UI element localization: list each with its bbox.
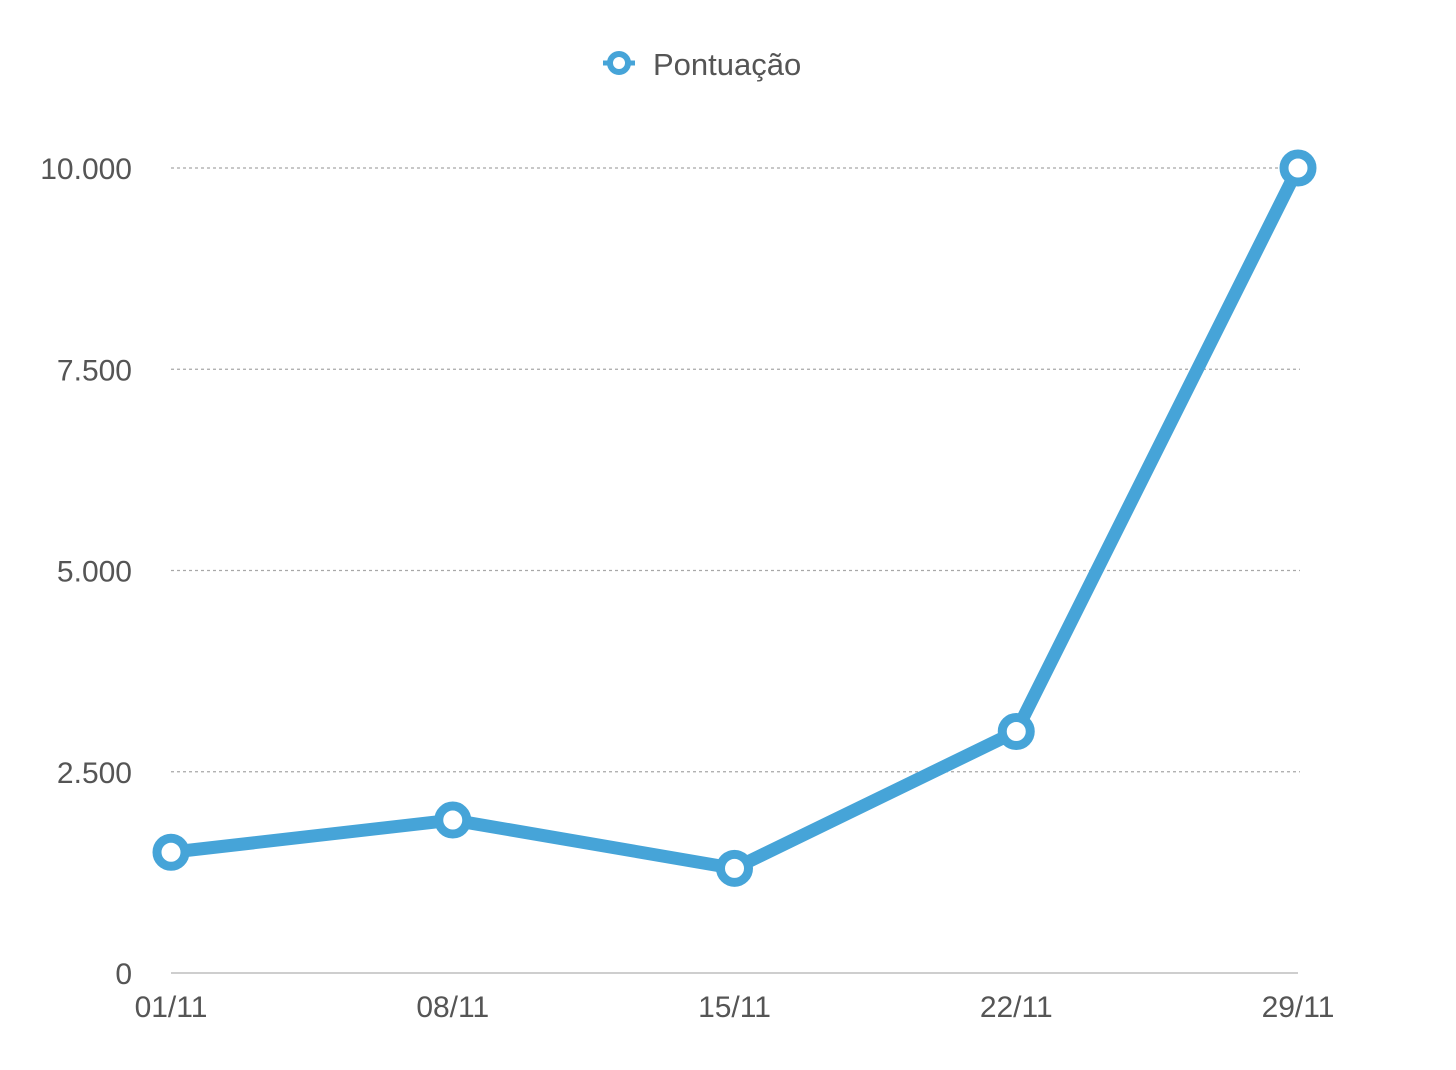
series-group bbox=[152, 149, 1317, 887]
x-tick-label: 08/11 bbox=[416, 991, 489, 1024]
y-tick-label: 7.500 bbox=[57, 354, 132, 387]
y-tick-label: 2.500 bbox=[57, 757, 132, 790]
data-point[interactable] bbox=[716, 849, 753, 887]
data-point[interactable] bbox=[997, 713, 1035, 750]
y-tick-label: 0 bbox=[115, 958, 132, 991]
x-axis: 01/11 08/11 15/11 22/11 29/11 bbox=[135, 991, 1335, 1024]
x-tick-label: 22/11 bbox=[980, 991, 1053, 1024]
grid bbox=[171, 167, 1300, 974]
y-axis: 0 2.500 5.000 7.500 10.000 bbox=[40, 153, 132, 991]
legend-marker-icon bbox=[607, 51, 631, 75]
x-tick-label: 15/11 bbox=[698, 991, 771, 1024]
legend: Pontuação bbox=[603, 47, 801, 82]
y-tick-label: 10.000 bbox=[40, 153, 132, 186]
x-tick-label: 01/11 bbox=[135, 991, 208, 1024]
data-point[interactable] bbox=[152, 833, 190, 871]
series-line bbox=[164, 161, 1305, 875]
y-tick-label: 5.000 bbox=[57, 556, 132, 589]
data-point[interactable] bbox=[1279, 149, 1317, 187]
x-tick-label: 29/11 bbox=[1262, 991, 1335, 1024]
legend-label: Pontuação bbox=[653, 47, 801, 82]
data-point[interactable] bbox=[434, 801, 472, 839]
